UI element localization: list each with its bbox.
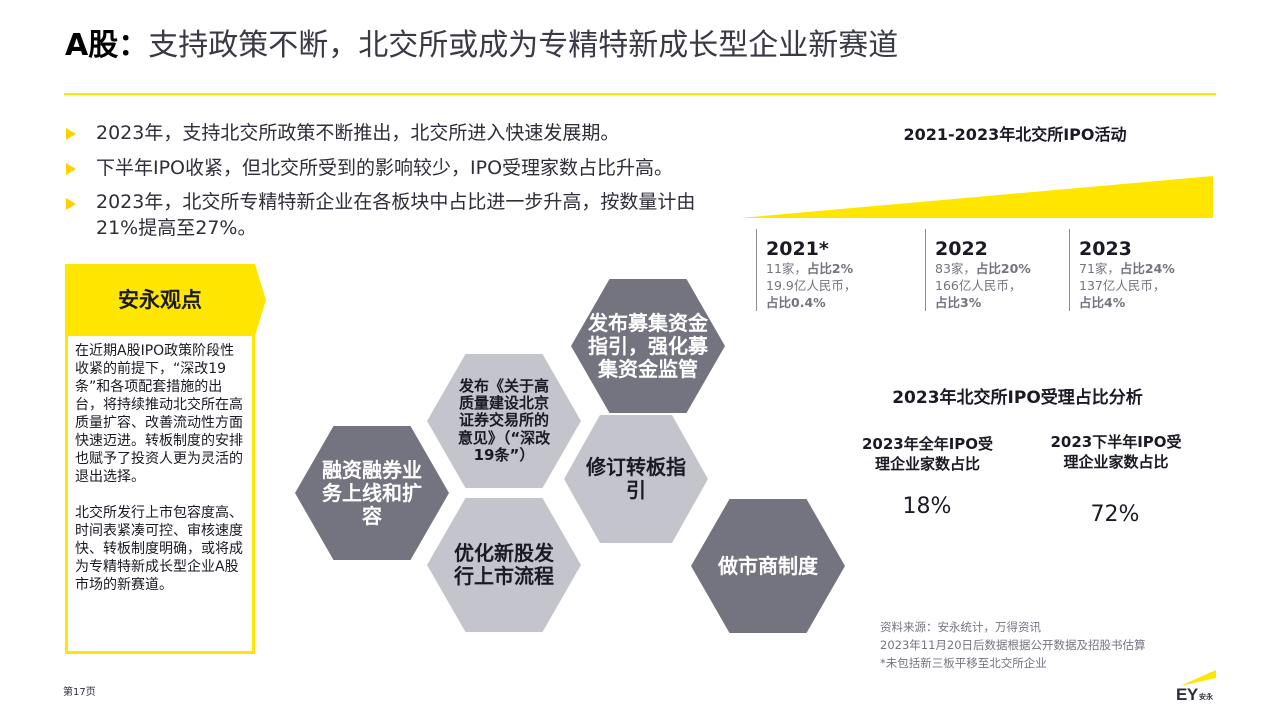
ipo-amount-share: 占比4%: [1079, 294, 1175, 311]
source-line: 2023年11月20日后数据根据公开数据及招股书估算: [880, 638, 1146, 652]
ey-logo-name: 安永: [1199, 693, 1213, 701]
key-point: 2023年，支持北交所政策不断推出，北交所进入快速发展期。: [66, 119, 736, 148]
ipo-count: 83家，: [935, 261, 976, 276]
viewpoint-heading: 安永观点: [118, 288, 202, 312]
ipo-amount: 137亿人民币，: [1079, 278, 1166, 293]
bullet-arrow-icon: [66, 128, 76, 140]
share-analysis-title: 2023年北交所IPO受理占比分析: [892, 388, 1143, 408]
title-divider: [64, 93, 1216, 95]
bullet-arrow-icon: [66, 163, 76, 175]
share-label-second-half: 2023下半年IPO受理企业家数占比: [1050, 433, 1182, 471]
hex-label-market-maker: 做市商制度: [718, 553, 818, 578]
ipo-count-line: 11家，占比2%: [766, 260, 856, 277]
hexagon-market-maker: [691, 499, 845, 633]
ipo-count-share: 占比24%: [1119, 261, 1175, 276]
hexagon-fundraise: [571, 279, 725, 413]
source-line: 资料来源：安永统计，万得资讯: [880, 620, 1041, 634]
ey-beam-icon: [1180, 670, 1216, 686]
share-value-second-half: 72%: [1090, 502, 1140, 527]
page-number: 第17页: [63, 687, 96, 698]
source-line: *未包括新三板平移至北交所企业: [880, 656, 1047, 670]
viewpoint-tab-shape: [65, 264, 266, 336]
share-value-full-year: 18%: [902, 494, 952, 519]
page-title-lead: A股：: [65, 28, 149, 63]
hexagon-financing: [295, 426, 449, 560]
ipo-amount-share: 占比3%: [935, 294, 1031, 311]
ey-logo-mark: EY: [1176, 685, 1198, 704]
key-point-text: 2023年，支持北交所政策不断推出，北交所进入快速发展期。: [96, 122, 620, 144]
page-title-rest: 支持政策不断，北交所或成为专精特新成长型企业新赛道: [148, 28, 899, 63]
viewpoint-box: 在近期A股IPO政策阶段性收紧的前提下，“深改19条”和各项配套措施的出台，将持…: [65, 336, 255, 654]
hex-label-financing: 融资融券业务上线和扩容: [322, 457, 422, 528]
hex-label-listing: 优化新股发行上市流程: [454, 541, 554, 588]
key-points-list: 2023年，支持北交所政策不断推出，北交所进入快速发展期。 下半年IPO收紧，但…: [66, 119, 736, 241]
key-point: 2023年，北交所专精特新企业在各板块中占比进一步升高，按数量计由21%提高至2…: [66, 189, 736, 241]
ipo-count-share: 占比20%: [975, 261, 1031, 276]
ipo-count-line: 83家，占比20%: [935, 260, 1031, 277]
hex-label-opinion: 发布《关于高质量建设北京证券交易所的意见》（“深改19条”）: [457, 376, 551, 464]
viewpoint-tab: 安永观点: [65, 264, 266, 336]
ipo-year-label: 2021*: [766, 238, 829, 260]
hexagon-opinion: [427, 354, 581, 488]
page-title: A股：支持政策不断，北交所或成为专精特新成长型企业新赛道: [65, 24, 898, 68]
ipo-year-label: 2023: [1079, 238, 1132, 260]
ipo-count: 71家，: [1079, 261, 1120, 276]
ipo-year-2021: 2021* 11家，占比2% 19.9亿人民币， 占比0.4%: [756, 229, 856, 311]
ipo-activity-title: 2021-2023年北交所IPO活动: [903, 125, 1127, 144]
key-point-text: 2023年，北交所专精特新企业在各板块中占比进一步升高，按数量计由21%提高至2…: [96, 191, 696, 239]
source-notes: 资料来源：安永统计，万得资讯 2023年11月20日后数据根据公开数据及招股书估…: [880, 618, 1146, 672]
ipo-amount-share-text: 占比0.4%: [766, 295, 826, 310]
ipo-year-2022: 2022 83家，占比20% 166亿人民币， 占比3%: [925, 229, 1031, 311]
share-label-full-year: 2023年全年IPO受理企业家数占比: [861, 435, 994, 473]
hexagon-shapes: [295, 279, 845, 633]
ipo-amount-share: 占比0.4%: [766, 294, 856, 311]
ipo-amount-share-text: 占比4%: [1079, 295, 1126, 310]
hexagon-transfer: [564, 415, 708, 543]
ipo-amount-share-text: 占比3%: [935, 295, 982, 310]
ipo-count: 11家，: [766, 261, 807, 276]
hex-label-fundraise: 发布募集资金指引，强化募集资金监管: [588, 310, 708, 381]
policy-hexagon-cluster: 发布募集资金指引，强化募集资金监管 发布《关于高质量建设北京证券交易所的意见》（…: [290, 275, 860, 640]
ey-logo: EY 安永: [1176, 669, 1224, 705]
ipo-year-2023: 2023 71家，占比24% 137亿人民币， 占比4%: [1069, 229, 1175, 311]
ipo-count-line: 71家，占比24%: [1079, 260, 1175, 277]
bullet-arrow-icon: [66, 198, 76, 210]
ipo-amount: 19.9亿人民币，: [766, 278, 857, 293]
hex-label-transfer: 修订转板指引: [586, 455, 686, 502]
ipo-year-label: 2022: [935, 238, 988, 260]
ipo-count-share: 占比2%: [806, 261, 854, 276]
ipo-amount: 166亿人民币，: [935, 278, 1022, 293]
growth-wedge-graphic: [740, 176, 1213, 218]
viewpoint-paragraph: 北交所发行上市包容度高、时间表紧凑可控、审核速度快、转板制度明确，或将成为专精特…: [75, 505, 243, 593]
key-point-text: 下半年IPO收紧，但北交所受到的影响较少，IPO受理家数占比升高。: [96, 157, 674, 179]
viewpoint-paragraph: 在近期A股IPO政策阶段性收紧的前提下，“深改19条”和各项配套措施的出台，将持…: [75, 343, 243, 485]
hexagon-listing: [427, 498, 581, 632]
key-point: 下半年IPO收紧，但北交所受到的影响较少，IPO受理家数占比升高。: [66, 154, 736, 183]
